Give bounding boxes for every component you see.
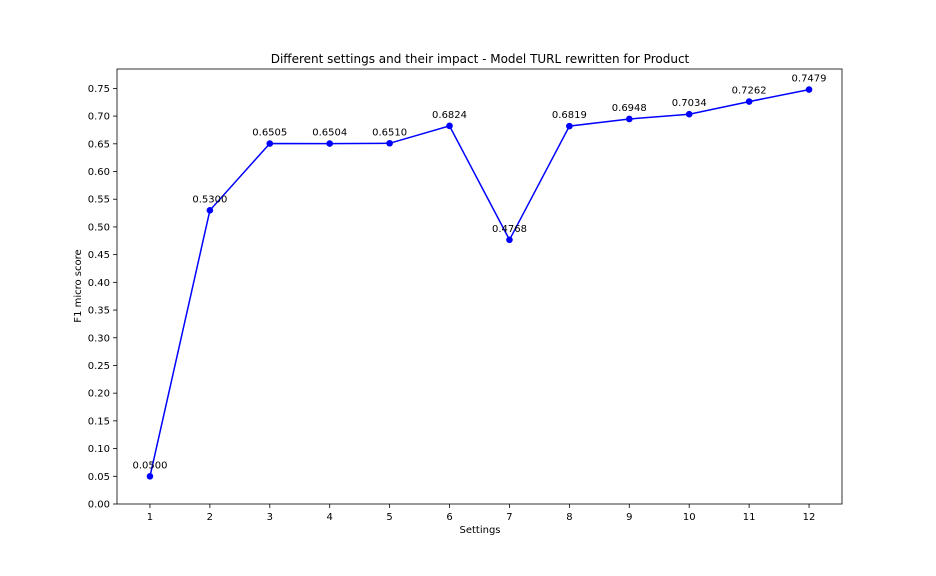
y-tick-label: 0.75 [88, 84, 110, 95]
y-tick-label: 0.50 [88, 222, 110, 233]
y-tick-label: 0.15 [88, 416, 110, 427]
x-tick-label: 9 [626, 512, 632, 523]
y-tick-label: 0.05 [88, 472, 110, 483]
data-point [146, 472, 154, 480]
data-point [446, 122, 453, 130]
series-line [149, 88, 810, 477]
data-point [386, 139, 393, 147]
x-tick-label: 4 [327, 512, 333, 523]
x-axis-label: Settings [459, 525, 500, 536]
data-label: 0.7479 [792, 74, 827, 85]
plot-frame [116, 68, 843, 505]
x-tick-label: 1 [147, 512, 153, 523]
chart-title: Different settings and their impact - Mo… [271, 52, 690, 66]
x-tick-label: 8 [566, 512, 572, 523]
x-tick-label: 5 [386, 512, 392, 523]
x-tick-label: 2 [207, 512, 213, 523]
y-tick-label: 0.55 [88, 195, 110, 206]
data-label: 0.4768 [492, 224, 527, 235]
data-label: 0.0500 [132, 460, 167, 471]
y-tick-label: 0.40 [88, 278, 110, 289]
plot-area: 1 2 3 4 5 6 7 8 9 10 11 120.000.050.100.150.200.250… [88, 68, 843, 523]
data-point [266, 140, 274, 147]
x-tick-label: 10 [683, 512, 696, 523]
data-label: 0.5300 [192, 194, 227, 205]
y-tick-label: 0.25 [88, 361, 110, 372]
data-point [326, 140, 334, 147]
y-tick-label: 0.30 [88, 333, 110, 344]
data-point [805, 86, 813, 93]
x-tick-label: 12 [803, 512, 816, 523]
y-tick-label: 0.10 [88, 444, 110, 455]
y-axis-label: F1 micro score [73, 249, 84, 322]
y-tick-label: 0.70 [88, 112, 110, 123]
data-label: 0.6948 [612, 103, 647, 114]
y-tick-label: 0.45 [88, 250, 110, 261]
data-label: 0.7262 [732, 86, 767, 97]
x-tick-label: 6 [446, 512, 452, 523]
data-label: 0.6824 [432, 110, 467, 121]
x-tick-label: 3 [267, 512, 273, 523]
data-label: 0.7034 [672, 98, 707, 109]
data-point [685, 110, 693, 118]
x-tick-label: 7 [506, 512, 512, 523]
y-tick-label: 0.20 [88, 389, 110, 400]
y-tick-label: 0.35 [88, 306, 110, 317]
y-tick-label: 0.65 [88, 139, 110, 150]
data-point [566, 122, 573, 130]
y-tick-label: 0.00 [88, 500, 110, 511]
data-point [625, 115, 633, 123]
data-label: 0.6819 [552, 110, 587, 121]
y-tick-label: 0.60 [88, 167, 110, 178]
data-point [745, 98, 753, 105]
data-point [206, 207, 214, 214]
data-label: 0.6510 [372, 127, 407, 138]
data-point [506, 236, 513, 244]
data-label: 0.6505 [252, 128, 287, 139]
data-label: 0.6504 [312, 128, 347, 139]
x-tick-label: 11 [743, 512, 756, 523]
